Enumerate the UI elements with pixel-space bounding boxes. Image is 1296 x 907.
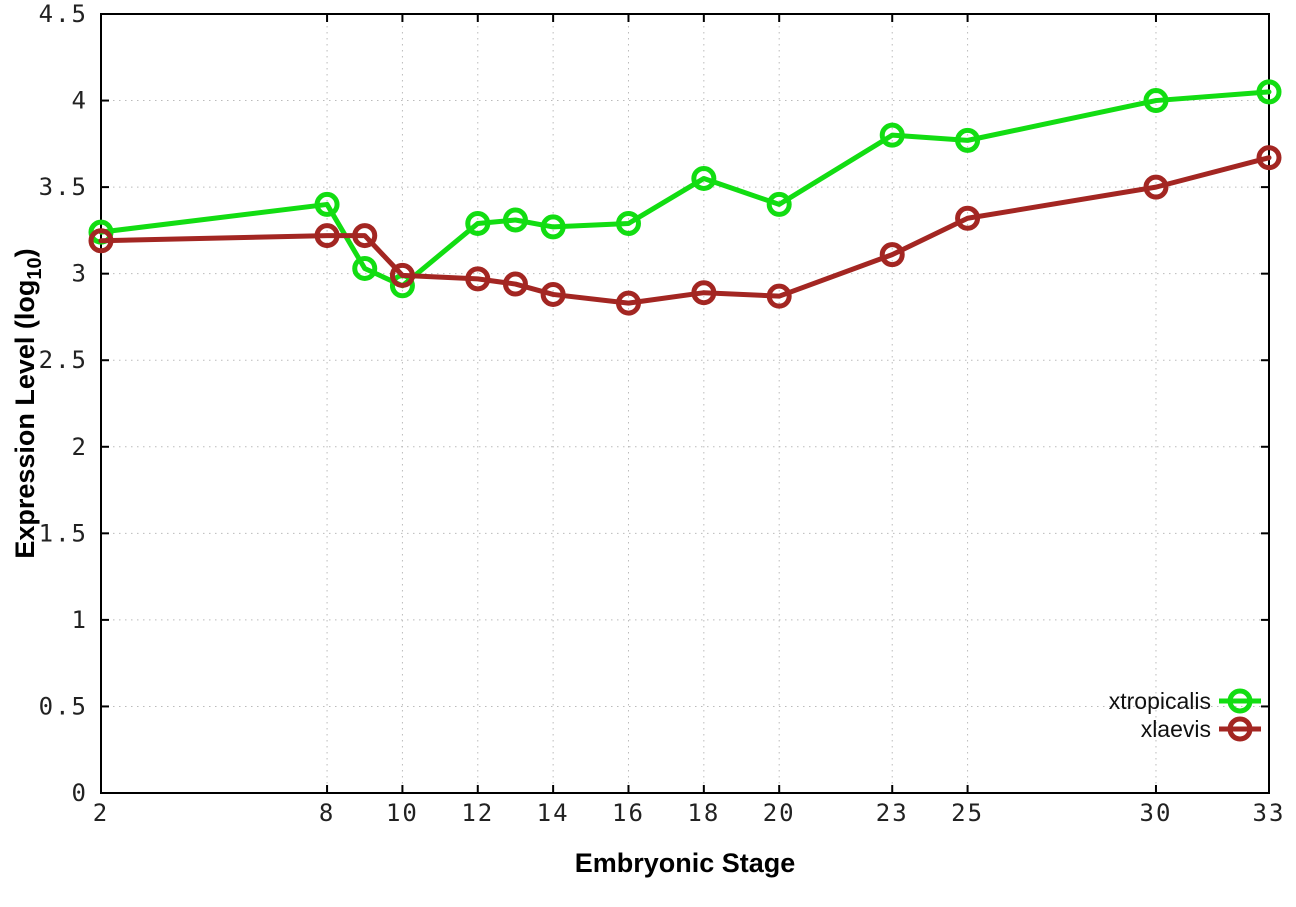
y-tick-label: 0 bbox=[72, 779, 88, 807]
series-xtropicalis bbox=[88, 79, 1282, 299]
y-tick-label: 4.5 bbox=[39, 0, 88, 28]
series-xtropicalis-marker bbox=[465, 210, 491, 236]
series-xtropicalis-line bbox=[98, 89, 1272, 289]
plot-border bbox=[100, 13, 1270, 794]
series-xlaevis-marker bbox=[879, 242, 905, 268]
legend-label-xlaevis: xlaevis bbox=[1141, 716, 1211, 742]
series-xlaevis-marker bbox=[540, 281, 566, 307]
y-tick-label: 3.5 bbox=[39, 173, 88, 201]
x-axis-title: Embryonic Stage bbox=[575, 848, 796, 878]
series-xtropicalis-marker bbox=[1143, 88, 1169, 114]
y-tick-label: 1 bbox=[72, 606, 88, 634]
y-tick-label: 1.5 bbox=[39, 519, 88, 547]
series-xlaevis-marker bbox=[1256, 145, 1282, 171]
series-xlaevis-marker bbox=[389, 262, 415, 288]
y-tick-label: 4 bbox=[72, 87, 88, 115]
x-tick-label: 23 bbox=[876, 799, 909, 827]
series-xlaevis-marker bbox=[766, 283, 792, 309]
series-xtropicalis-marker bbox=[615, 210, 641, 236]
y-axis-title: Expression Level (log10) bbox=[10, 248, 46, 558]
series-xtropicalis-marker bbox=[766, 191, 792, 217]
series-xlaevis-marker bbox=[1143, 174, 1169, 200]
series-xlaevis-marker bbox=[502, 271, 528, 297]
x-tick-label: 8 bbox=[319, 799, 335, 827]
x-tick-label: 18 bbox=[687, 799, 720, 827]
series-xlaevis-marker bbox=[691, 280, 717, 306]
series-xtropicalis-marker bbox=[314, 191, 340, 217]
x-tick-label: 2 bbox=[93, 799, 109, 827]
legend-row-xtropicalis: xtropicalis bbox=[1109, 688, 1261, 714]
x-tick-label: 10 bbox=[386, 799, 419, 827]
x-tick-label: 12 bbox=[461, 799, 494, 827]
x-tick-label: 33 bbox=[1253, 799, 1286, 827]
x-tick-label: 16 bbox=[612, 799, 645, 827]
y-tick-label: 2.5 bbox=[39, 346, 88, 374]
series-xtropicalis-marker bbox=[955, 127, 981, 153]
series-xlaevis-marker bbox=[314, 223, 340, 249]
series-xtropicalis-marker bbox=[502, 207, 528, 233]
tick-marks bbox=[100, 13, 1270, 794]
x-tick-label: 25 bbox=[951, 799, 984, 827]
x-tick-label: 14 bbox=[537, 799, 570, 827]
series-xtropicalis-marker bbox=[540, 214, 566, 240]
legend-sample-marker-xlaevis bbox=[1227, 716, 1253, 742]
x-tick-label: 30 bbox=[1140, 799, 1173, 827]
series-xlaevis-line bbox=[98, 155, 1272, 306]
series-xlaevis-marker bbox=[465, 266, 491, 292]
series-xlaevis-marker bbox=[955, 205, 981, 231]
series-xlaevis-marker bbox=[352, 223, 378, 249]
legend-row-xlaevis: xlaevis bbox=[1141, 716, 1261, 742]
series-xlaevis bbox=[88, 145, 1282, 316]
gridlines bbox=[101, 14, 1269, 793]
series-xtropicalis-marker bbox=[691, 165, 717, 191]
x-tick-label: 20 bbox=[763, 799, 796, 827]
series-xtropicalis-marker bbox=[879, 122, 905, 148]
series-xtropicalis-marker bbox=[352, 255, 378, 281]
legend-label-xtropicalis: xtropicalis bbox=[1109, 688, 1211, 714]
series-xtropicalis-marker bbox=[1256, 79, 1282, 105]
y-tick-label: 2 bbox=[72, 433, 88, 461]
legend-sample-marker-xtropicalis bbox=[1227, 688, 1253, 714]
series-xlaevis-marker bbox=[615, 290, 641, 316]
y-tick-label: 3 bbox=[72, 260, 88, 288]
y-tick-label: 0.5 bbox=[39, 692, 88, 720]
series-xlaevis-marker bbox=[88, 228, 114, 254]
